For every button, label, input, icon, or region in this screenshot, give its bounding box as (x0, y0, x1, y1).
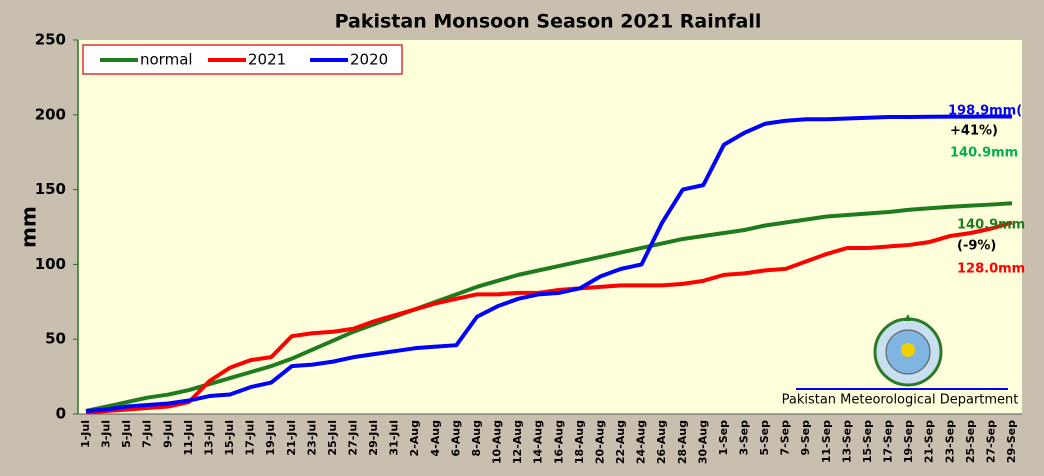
x-tick-label: 25-Jul (326, 420, 339, 456)
series-line (85, 201, 1013, 413)
x-tick-label: 19-Jul (264, 420, 277, 456)
x-tick-label: 22-Aug (614, 420, 627, 464)
x-tick-label: 9-Jul (161, 420, 174, 448)
x-tick-label: 21-Sep (923, 420, 936, 463)
x-tick-label: 10-Aug (491, 420, 504, 464)
x-tick-label: 20-Aug (593, 420, 606, 464)
x-tick-label: 15-Sep (861, 420, 874, 463)
x-tick-label: 18-Aug (573, 420, 586, 464)
x-tick-label: 16-Aug (552, 420, 565, 464)
y-tick-label: 250 (35, 31, 66, 49)
x-tick-label: 30-Aug (696, 420, 709, 464)
x-tick-label: 5-Sep (758, 420, 771, 456)
legend-label: 2020 (350, 51, 388, 69)
logo (873, 314, 943, 387)
x-tick-label: 13-Jul (202, 420, 215, 456)
x-tick-label: 27-Sep (984, 420, 997, 463)
x-tick-label: 29-Jul (367, 420, 380, 456)
x-tick-label: 13-Sep (840, 420, 853, 463)
x-tick-label: 12-Aug (511, 420, 524, 464)
x-tick-label: 14-Aug (532, 420, 545, 464)
x-tick-label: 1-Sep (717, 420, 730, 456)
x-tick-label: 23-Sep (943, 420, 956, 463)
y-tick-label: 150 (35, 180, 66, 198)
x-tick-label: 4-Aug (429, 420, 442, 456)
x-tick-label: 5-Jul (120, 420, 133, 448)
annotation: 140.9mm (957, 218, 1025, 233)
x-tick-label: 27-Jul (347, 420, 360, 456)
annotation: (-9%) (957, 239, 996, 254)
x-tick-label: 25-Sep (964, 420, 977, 463)
y-tick-label: 0 (56, 405, 66, 423)
x-tick-label: 15-Jul (223, 420, 236, 456)
annotation: +41%) (950, 124, 998, 139)
x-tick-label: 11-Sep (820, 420, 833, 463)
x-tick-label: 21-Jul (285, 420, 298, 456)
y-tick-label: 200 (35, 105, 66, 123)
x-tick-label: 3-Sep (737, 420, 750, 456)
x-tick-label: 19-Sep (902, 420, 915, 463)
x-tick-label: 24-Aug (635, 420, 648, 464)
x-tick-label: 17-Sep (882, 420, 895, 463)
x-tick-label: 11-Jul (182, 420, 195, 456)
x-tick-label: 7-Jul (141, 420, 154, 448)
x-tick-label: 26-Aug (655, 420, 668, 464)
x-tick-label: 3-Jul (100, 420, 113, 448)
series-line (85, 114, 1012, 414)
x-tick-label: 6-Aug (449, 420, 462, 456)
y-axis-label: mm (17, 206, 41, 248)
x-tick-label: 23-Jul (305, 420, 318, 456)
legend-label: 2021 (248, 51, 286, 69)
x-tick-label: 17-Jul (244, 420, 257, 456)
x-tick-label: 7-Sep (779, 420, 792, 456)
annotation: 128.0mm (957, 262, 1025, 277)
x-tick-label: 28-Aug (676, 420, 689, 464)
source: Pakistan Meteorological Department (782, 393, 1019, 408)
x-tick-label: 31-Jul (388, 420, 401, 456)
legend-label: normal (140, 51, 193, 69)
chart-title: Pakistan Monsoon Season 2021 Rainfall (335, 11, 762, 33)
x-tick-label: 1-Jul (79, 420, 92, 448)
y-tick-label: 50 (45, 330, 66, 348)
x-tick-label: 9-Sep (799, 420, 812, 456)
x-tick-label: 2-Aug (408, 420, 421, 456)
x-tick-label: 8-Aug (470, 420, 483, 456)
annotation: 198.9mm( (948, 104, 1022, 119)
x-tick-label: 29-Sep (1005, 420, 1018, 463)
plot-area (78, 40, 1022, 414)
series-line (85, 220, 1013, 415)
y-tick-label: 100 (35, 255, 66, 273)
annotation: 140.9mm (950, 146, 1018, 161)
